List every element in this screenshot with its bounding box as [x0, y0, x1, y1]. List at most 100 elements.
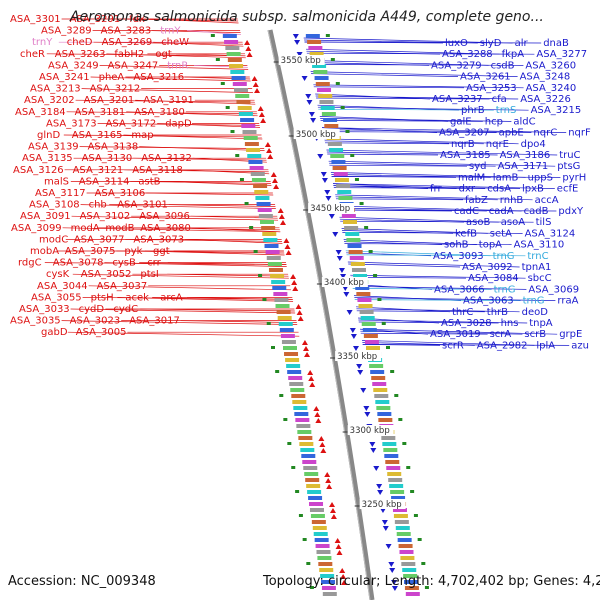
right-connector-line — [316, 97, 490, 100]
left-gene-label: ASA_3132 — [141, 153, 192, 164]
right-gene-label: phrB — [461, 105, 485, 116]
reverse-gene-arrow — [340, 274, 347, 279]
forward-gene-arrow — [273, 184, 280, 189]
left-gene-label: ASA_3080 — [140, 223, 191, 234]
gc-marker — [413, 514, 418, 517]
right-connector-line — [304, 41, 542, 44]
kbp-label-bg — [335, 351, 382, 361]
annotation-bar — [294, 412, 309, 416]
annotation-bar — [345, 232, 360, 236]
right-gene-label: nqrE — [486, 139, 509, 150]
left-gene-label: ASA_3099 — [11, 223, 62, 234]
gc-marker — [381, 322, 386, 325]
annotation-bar — [265, 250, 280, 254]
annotation-bar — [268, 268, 283, 272]
left-gene-label: trnY — [160, 26, 181, 37]
annotation-bar — [327, 142, 342, 146]
left-gene-label: ptsI — [140, 269, 158, 280]
right-gene-label: galE — [450, 116, 472, 127]
right-connector-line — [329, 162, 496, 167]
forward-gene-arrow — [251, 76, 258, 81]
forward-gene-arrow — [245, 46, 252, 51]
left-gene-label: ASA_3106 — [95, 188, 146, 199]
annotation-bar — [234, 88, 249, 92]
forward-gene-arrow — [325, 478, 332, 483]
left-gene-label: cydD — [79, 304, 105, 315]
reverse-gene-arrow — [391, 580, 398, 585]
right-connector-line — [330, 172, 526, 178]
left-connector-line — [168, 204, 276, 207]
reverse-gene-arrow — [325, 196, 332, 201]
annotation-bar — [319, 100, 334, 104]
right-gene-label: syd — [469, 161, 486, 172]
annotation-bar — [358, 304, 373, 308]
reverse-gene-arrow — [306, 100, 313, 105]
right-gene-label: cdsA — [487, 184, 511, 195]
forward-gene-arrow — [258, 112, 265, 117]
gc-marker — [253, 250, 258, 253]
annotation-bar — [382, 442, 397, 446]
reverse-gene-arrow — [389, 568, 396, 573]
right-gene-label: setA — [490, 228, 512, 239]
annotation-bar — [316, 550, 331, 554]
kbp-label-bg — [359, 499, 406, 509]
gc-marker — [398, 418, 403, 421]
annotation-bar — [286, 364, 301, 368]
forward-gene-arrow — [267, 154, 274, 159]
left-connector-line — [191, 227, 281, 233]
annotation-bar — [359, 310, 374, 314]
forward-gene-arrow — [246, 52, 253, 57]
annotation-bar — [344, 226, 359, 230]
annotation-bar — [272, 286, 287, 290]
right-gene-label: ASA_3260 — [525, 60, 576, 71]
right-connector-line — [356, 308, 520, 313]
annotation-bar — [396, 532, 411, 536]
annotation-bar — [320, 106, 335, 110]
left-gene-label: cysB — [112, 258, 136, 269]
right-gene-label: nqrC — [533, 128, 557, 139]
annotation-bar — [309, 502, 324, 506]
right-gene-label: fabZ — [465, 195, 488, 206]
left-connector-line — [167, 273, 289, 277]
left-gene-label: ASA_3102 — [80, 211, 131, 222]
right-gene-label: ASA_3226 — [520, 94, 571, 105]
reverse-gene-arrow — [342, 286, 349, 291]
left-gene-label: mobA — [30, 246, 59, 257]
right-connector-line — [333, 183, 555, 189]
right-gene-label: ASA_3093 — [433, 251, 484, 262]
right-connector-line — [354, 299, 521, 301]
annotation-bar — [364, 340, 379, 344]
right-gene-label: malM — [458, 172, 485, 183]
left-gene-label: ASA_3078 — [53, 258, 104, 269]
annotation-bar — [356, 292, 371, 296]
annotation-bar — [279, 328, 294, 332]
right-connector-line — [354, 297, 556, 301]
left-gene-label: ASA_3023 — [70, 316, 121, 327]
right-gene-label: ptsG — [557, 161, 580, 172]
kbp-label: 3400 kbp — [324, 278, 364, 288]
left-gene-label: map — [131, 130, 153, 141]
annotation-bar — [235, 94, 250, 98]
left-connector-line — [99, 65, 249, 70]
annotation-bar — [274, 298, 289, 302]
annotation-bar — [277, 316, 292, 320]
right-connector-line — [322, 131, 497, 133]
left-gene-label: glnD — [37, 130, 60, 141]
right-connector-line — [326, 149, 558, 156]
left-gene-label: ASA_3044 — [37, 281, 88, 292]
left-connector-line — [146, 192, 274, 196]
annotation-bar — [310, 514, 325, 518]
left-gene-label: modA — [71, 223, 100, 234]
gc-marker — [258, 274, 263, 277]
gc-marker — [359, 202, 364, 205]
kbp-label-bg — [278, 55, 325, 65]
right-connector-line — [319, 116, 449, 122]
reverse-gene-arrow — [349, 328, 356, 333]
right-connector-line — [335, 196, 498, 201]
forward-gene-arrow — [329, 502, 336, 507]
right-gene-label: scrB — [524, 329, 546, 340]
left-gene-label: modC — [39, 234, 68, 245]
left-connector-line — [71, 215, 279, 221]
annotation-bar — [350, 262, 365, 266]
gc-marker — [340, 106, 345, 109]
